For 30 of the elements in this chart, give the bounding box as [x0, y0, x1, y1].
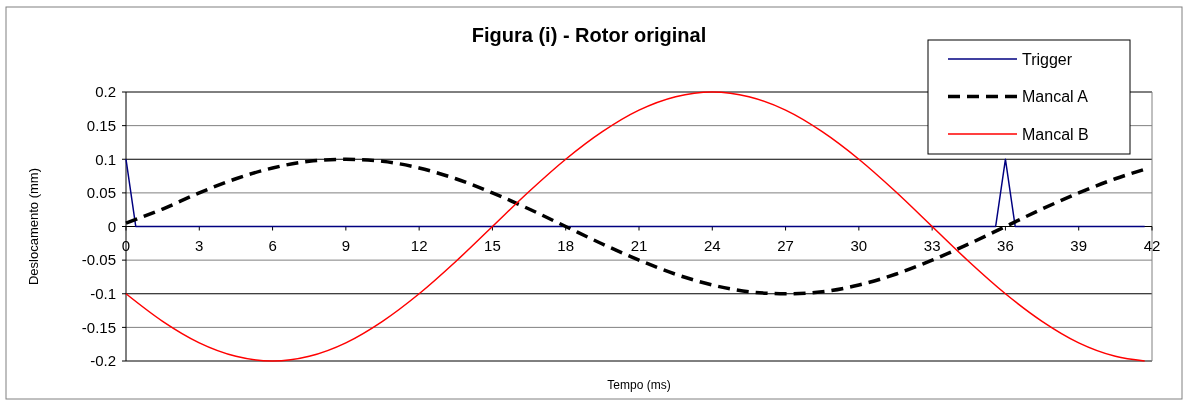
x-tick-label: 6 — [268, 236, 277, 254]
x-tick-label: 18 — [557, 236, 575, 254]
y-tick-label: 0.15 — [86, 116, 116, 134]
legend-label: Trigger — [1022, 50, 1073, 68]
y-axis-title: Deslocamento (mm) — [26, 167, 41, 286]
y-tick-label: -0.05 — [81, 251, 116, 269]
legend-label: Mancal A — [1022, 88, 1089, 106]
chart-title: Figura (i) - Rotor original — [471, 24, 707, 46]
y-tick-label: -0.15 — [81, 318, 116, 336]
x-tick-label: 36 — [997, 236, 1014, 254]
x-tick-label: 12 — [410, 236, 428, 254]
x-tick-label: 27 — [777, 236, 794, 254]
y-tick-label: 0.2 — [95, 83, 116, 101]
y-tick-label: 0.05 — [86, 184, 116, 202]
x-tick-label: 3 — [195, 236, 204, 254]
y-tick-label: -0.2 — [90, 352, 116, 370]
x-tick-label: 15 — [484, 236, 501, 254]
y-tick-label: -0.1 — [90, 285, 116, 302]
y-tick-label: 0 — [107, 217, 116, 235]
x-tick-label: 39 — [1070, 236, 1088, 254]
x-tick-label: 42 — [1143, 236, 1161, 254]
x-tick-label: 33 — [923, 236, 941, 254]
x-tick-label: 30 — [850, 236, 868, 254]
x-tick-label: 9 — [341, 236, 351, 254]
x-axis-title: Tempo (ms) — [607, 378, 671, 392]
x-tick-label: 0 — [121, 236, 131, 254]
x-tick-label: 21 — [630, 236, 648, 254]
x-tick-label: 24 — [703, 236, 721, 254]
y-tick-label: 0.1 — [95, 150, 116, 168]
legend-label: Mancal B — [1022, 125, 1089, 143]
